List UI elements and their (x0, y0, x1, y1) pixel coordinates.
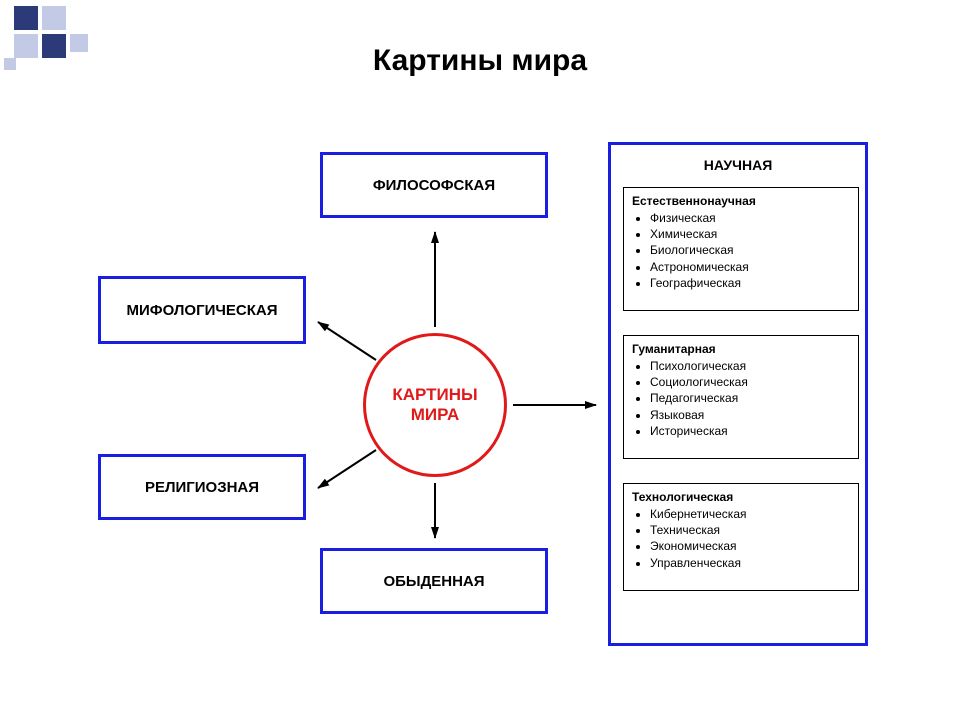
box-philosophical-label: ФИЛОСОФСКАЯ (373, 177, 495, 194)
scientific-subgroup-item: Экономическая (650, 538, 850, 554)
scientific-subgroup-item: Техническая (650, 522, 850, 538)
scientific-subgroup-title: Гуманитарная (632, 342, 850, 356)
scientific-subgroup-item: Историческая (650, 423, 850, 439)
box-ordinary-label: ОБЫДЕННАЯ (383, 573, 484, 590)
box-mythological-label: МИФОЛОГИЧЕСКАЯ (127, 302, 278, 319)
scientific-subgroup-list: ПсихологическаяСоциологическаяПедагогиче… (632, 358, 850, 439)
center-node: КАРТИНЫМИРА (363, 333, 507, 477)
scientific-subgroup-item: Кибернетическая (650, 506, 850, 522)
scientific-subgroup: Технологическая КибернетическаяТехническа… (623, 483, 859, 591)
scientific-subgroup-list: ФизическаяХимическаяБиологическаяАстроно… (632, 210, 850, 291)
scientific-subgroup-item: Управленческая (650, 555, 850, 571)
box-scientific-title: НАУЧНАЯ (611, 157, 865, 173)
arrow (318, 450, 376, 488)
box-mythological: МИФОЛОГИЧЕСКАЯ (98, 276, 306, 344)
scientific-subgroup-list: КибернетическаяТехническаяЭкономическаяУ… (632, 506, 850, 571)
scientific-subgroup-item: Астрономическая (650, 259, 850, 275)
box-ordinary: ОБЫДЕННАЯ (320, 548, 548, 614)
scientific-subgroup: Гуманитарная ПсихологическаяСоциологическ… (623, 335, 859, 459)
scientific-subgroup: Естественнонаучная ФизическаяХимическаяБи… (623, 187, 859, 311)
box-religious: РЕЛИГИОЗНАЯ (98, 454, 306, 520)
box-philosophical: ФИЛОСОФСКАЯ (320, 152, 548, 218)
scientific-subgroup-item: Социологическая (650, 374, 850, 390)
scientific-subgroup-title: Естественнонаучная (632, 194, 850, 208)
scientific-subgroup-item: Языковая (650, 407, 850, 423)
scientific-subgroup-item: Химическая (650, 226, 850, 242)
scientific-subgroup-title: Технологическая (632, 490, 850, 504)
box-religious-label: РЕЛИГИОЗНАЯ (145, 479, 259, 496)
scientific-subgroup-item: Физическая (650, 210, 850, 226)
scientific-subgroup-item: Психологическая (650, 358, 850, 374)
scientific-subgroup-item: Биологическая (650, 242, 850, 258)
scientific-subgroup-item: Педагогическая (650, 390, 850, 406)
center-node-label: КАРТИНЫМИРА (392, 385, 477, 426)
scientific-subgroup-item: Географическая (650, 275, 850, 291)
arrow (318, 322, 376, 360)
diagram-stage: КАРТИНЫМИРА ФИЛОСОФСКАЯ МИФОЛОГИЧЕСКАЯ Р… (0, 0, 960, 720)
box-scientific: НАУЧНАЯ Естественнонаучная ФизическаяХими… (608, 142, 868, 646)
